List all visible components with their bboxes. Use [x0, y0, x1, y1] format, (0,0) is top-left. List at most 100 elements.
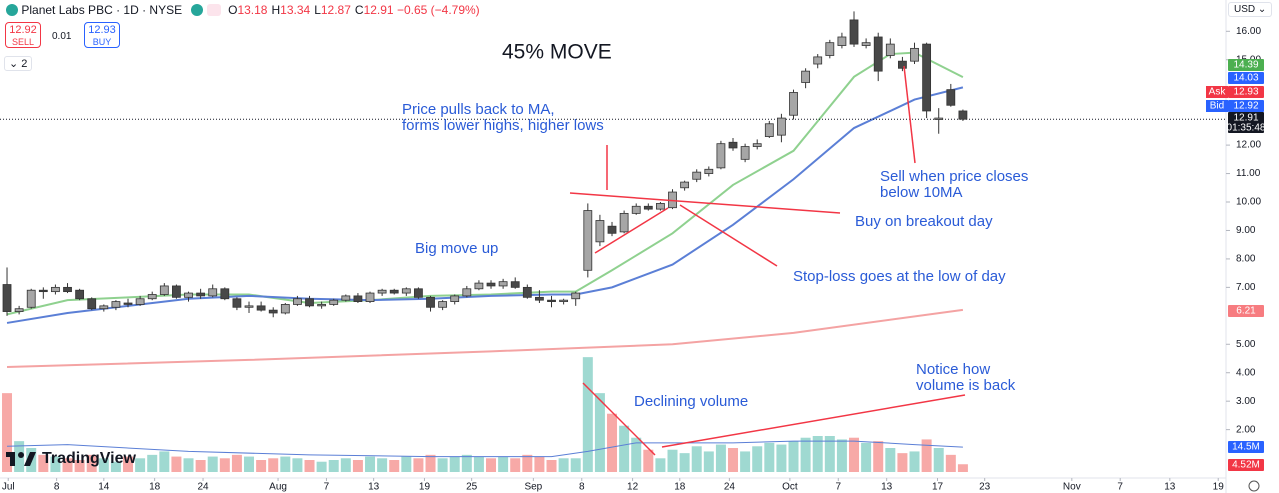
volume-bar	[437, 458, 448, 472]
volume-bar	[280, 456, 291, 472]
annotation: volume is back	[916, 377, 1016, 394]
volume-bar	[667, 449, 678, 472]
volume-bar	[643, 449, 654, 472]
x-tick-label: 13	[1164, 482, 1176, 493]
volume-bar	[582, 357, 593, 472]
candle-body	[885, 43, 895, 56]
candle-body	[547, 299, 556, 302]
x-tick-label: 17	[932, 482, 944, 493]
annotation-line	[582, 382, 656, 456]
x-tick-label: Nov	[1063, 482, 1081, 493]
candle-body	[801, 70, 811, 83]
ohlc-value: 13.18	[237, 3, 268, 17]
y-tick-label: 7.00	[1236, 282, 1256, 293]
candle-body	[631, 205, 641, 214]
annotation: Stop-loss goes at the low of day	[793, 268, 1006, 285]
price-label-prefix-box	[1206, 86, 1228, 98]
settings-icon[interactable]	[1248, 480, 1260, 492]
volume-bar	[957, 464, 968, 472]
ohlc-value: 12.87	[320, 3, 351, 17]
x-tick-label: 13	[368, 482, 380, 493]
volume-bar	[292, 458, 303, 472]
volume-bar	[38, 454, 49, 472]
volume-bar	[546, 460, 557, 472]
volume-bar	[885, 448, 896, 472]
y-tick-label: 10.00	[1236, 197, 1261, 208]
candle-body	[38, 289, 48, 293]
candle-body	[462, 288, 472, 297]
candle-body	[317, 304, 327, 307]
x-tick-label: 12	[627, 482, 639, 493]
candle-body	[14, 308, 24, 312]
ohlc-value: 12.91	[363, 3, 394, 17]
candle-body	[377, 289, 387, 294]
x-tick-label: 7	[1117, 482, 1123, 493]
volume-bar	[195, 460, 206, 472]
volume-bar	[945, 454, 956, 472]
candle-body	[849, 19, 859, 45]
volume-bar	[171, 456, 182, 472]
price-label: 6.21	[1236, 306, 1256, 317]
x-tick-label: Sep	[524, 482, 542, 493]
price-label: 14.39	[1233, 60, 1258, 71]
candle-body	[704, 168, 714, 174]
currency[interactable]: USD ⌄	[1228, 2, 1273, 17]
sell-button[interactable]: 12.92 SELL	[5, 22, 41, 48]
volume-bar	[933, 448, 944, 472]
volume-bar	[897, 453, 908, 472]
candle-body	[256, 305, 266, 311]
candle-body	[692, 171, 702, 180]
volume-bar	[461, 454, 472, 472]
volume-bar	[861, 442, 872, 472]
price-label-box	[1228, 459, 1264, 471]
volume-bar	[498, 456, 509, 472]
volume-bar	[473, 456, 484, 472]
volume-bar	[558, 458, 569, 472]
candle-body	[861, 42, 871, 46]
candle-body	[268, 309, 278, 314]
volume-bar	[449, 456, 460, 472]
annotation: Sell when price closes	[880, 168, 1028, 185]
candle-body	[123, 302, 133, 305]
candle-body	[498, 281, 508, 287]
candle-body	[184, 292, 193, 298]
y-tick-label: 5.00	[1236, 339, 1256, 350]
x-tick-label: 8	[579, 482, 585, 493]
annotation: Declining volume	[634, 393, 748, 410]
candle-body	[946, 89, 956, 106]
candle-body	[426, 296, 435, 308]
volume-bar	[728, 448, 739, 472]
volume-bar	[256, 460, 267, 472]
x-tick-label: 23	[979, 482, 991, 493]
volume-bar	[98, 458, 109, 472]
indicators-toggle[interactable]: ⌄ 2	[4, 56, 33, 71]
annotation-line	[661, 394, 966, 448]
volume-bar	[909, 451, 920, 472]
status-dot	[191, 4, 204, 16]
candle-body	[63, 286, 72, 293]
candle-body	[656, 203, 665, 210]
symbol-icon	[6, 4, 18, 16]
candle-body	[716, 143, 726, 169]
x-tick-label: 8	[54, 482, 60, 493]
candle-body	[619, 212, 629, 233]
volume-bar	[776, 444, 787, 472]
x-tick-label: 25	[466, 482, 478, 493]
volume-bar	[800, 437, 811, 472]
x-tick-label: 18	[149, 482, 161, 493]
price-label: 12.91	[1233, 113, 1258, 124]
candle-body	[510, 281, 520, 288]
x-tick-label: 18	[674, 482, 686, 493]
status-badge	[206, 4, 221, 16]
volume-bar	[631, 437, 642, 472]
volume-bar	[691, 446, 702, 472]
candle-body	[813, 56, 823, 65]
ohlc: O13.18 H13.34 L12.87 C12.91	[224, 3, 397, 17]
volume-bar	[377, 458, 388, 472]
y-tick-label: 12.00	[1236, 140, 1261, 151]
candle-body	[208, 288, 218, 297]
buy-button[interactable]: 12.93 BUY	[84, 22, 120, 48]
volume-bar	[607, 413, 618, 472]
candle-body	[910, 47, 919, 62]
